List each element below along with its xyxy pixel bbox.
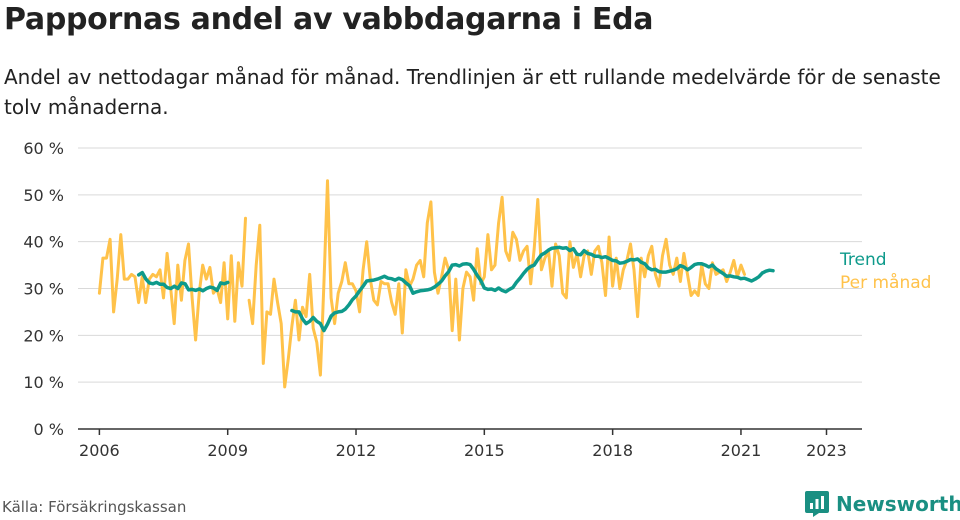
source-note: Källa: Försäkringskassan <box>2 498 187 516</box>
series-line-monthly <box>97 216 247 342</box>
x-axis: 2006 2009 2012 2015 2018 2021 2023 <box>78 428 862 460</box>
legend-label-monthly: Per månad <box>840 272 931 293</box>
y-tick-label: 0 % <box>34 420 64 439</box>
y-tick-label: 60 % <box>23 139 64 158</box>
x-tick-label: 2012 <box>336 441 377 460</box>
x-tick-label: 2023 <box>806 441 847 460</box>
y-tick-label: 30 % <box>23 280 64 299</box>
y-tick-label: 50 % <box>23 186 64 205</box>
series-lines <box>97 179 775 389</box>
series-line-monthly <box>247 179 746 389</box>
x-tick-label: 2015 <box>464 441 505 460</box>
series-line-trend <box>136 270 230 293</box>
chart-subtitle: Andel av nettodagar månad för månad. Tre… <box>4 65 941 119</box>
x-tick-label: 2009 <box>207 441 248 460</box>
newsworthy-logo-icon <box>805 491 829 517</box>
x-tick-label: 2021 <box>721 441 762 460</box>
x-tick-label: 2006 <box>79 441 120 460</box>
series-line-trend <box>290 245 775 333</box>
legend-label-trend: Trend <box>839 250 887 270</box>
y-axis-tick-labels: 0 % 10 % 20 % 30 % 40 % 50 % 60 % <box>23 139 64 439</box>
brand-name: Newsworthy <box>836 492 960 516</box>
chart-title: Pappornas andel av vabbdagarna i Eda <box>4 2 654 37</box>
y-tick-label: 10 % <box>23 373 64 392</box>
x-tick-label: 2018 <box>592 441 633 460</box>
y-tick-label: 20 % <box>23 326 64 345</box>
y-tick-label: 40 % <box>23 233 64 252</box>
brand-logo[interactable]: Newsworthy <box>804 490 960 518</box>
